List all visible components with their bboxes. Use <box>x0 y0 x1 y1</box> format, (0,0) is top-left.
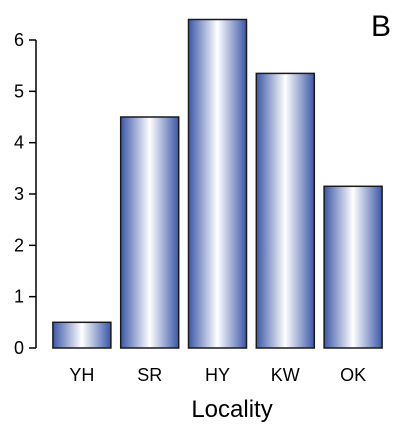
y-tick-label-6: 6 <box>14 30 24 50</box>
y-tick-label-1: 1 <box>14 287 24 307</box>
bar-sr <box>119 116 180 349</box>
bar-yh <box>52 321 112 349</box>
bar-ok <box>323 185 383 349</box>
y-axis: 0 1 2 3 4 5 6 <box>14 30 37 358</box>
y-tick-label-5: 5 <box>14 81 24 101</box>
bar-hy <box>187 18 248 349</box>
x-tick-label-ok: OK <box>340 365 366 385</box>
y-tick-label-4: 4 <box>14 133 24 153</box>
x-tick-label-yh: YH <box>69 365 94 385</box>
x-axis-title: Locality <box>191 396 272 423</box>
bars-group <box>52 18 383 349</box>
y-tick-label-3: 3 <box>14 184 24 204</box>
y-tick-label-0: 0 <box>14 338 24 358</box>
x-axis-labels: YH SR HY KW OK <box>69 365 366 385</box>
x-tick-label-hy: HY <box>205 365 230 385</box>
x-tick-label-sr: SR <box>137 365 162 385</box>
panel-label: B <box>371 10 391 43</box>
x-tick-label-kw: KW <box>271 365 300 385</box>
y-tick-label-2: 2 <box>14 235 24 255</box>
bar-kw <box>255 72 316 349</box>
